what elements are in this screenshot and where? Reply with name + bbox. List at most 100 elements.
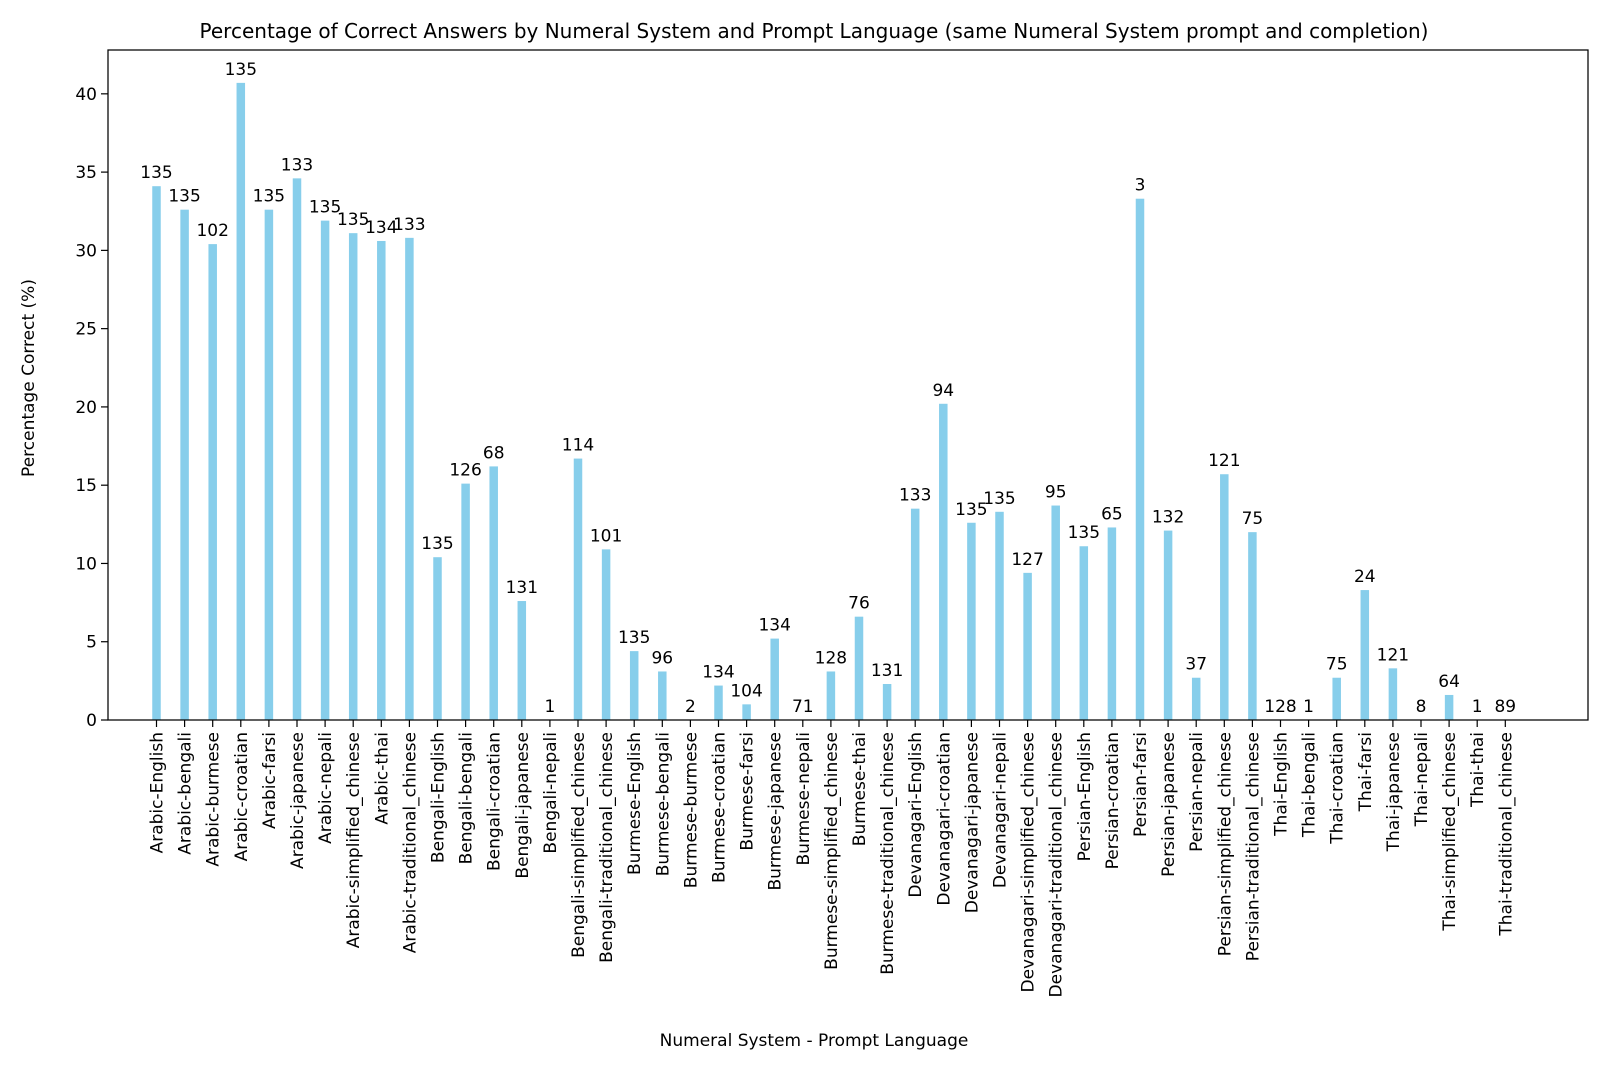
x-tick-label: Devanagari-nepali <box>991 732 1011 888</box>
bar-data-label: 101 <box>590 526 622 546</box>
bar-data-label: 8 <box>1416 697 1427 717</box>
bar-data-label: 135 <box>983 489 1015 509</box>
bar <box>1051 505 1060 720</box>
x-tick-label: Devanagari-simplified_chinese <box>1019 732 1039 993</box>
bar-data-label: 89 <box>1494 697 1516 717</box>
bar <box>742 704 751 720</box>
bar <box>320 220 330 720</box>
x-tick-label: Arabic-nepali <box>316 732 336 844</box>
bar <box>967 522 976 720</box>
x-tick-label: Thai-croatian <box>1328 732 1348 845</box>
bar-data-label: 132 <box>1152 508 1184 528</box>
bar <box>1388 668 1398 720</box>
bar <box>1079 546 1089 720</box>
bar <box>995 511 1004 720</box>
x-tick-label: Devanagari-English <box>906 732 926 898</box>
y-tick-label: 20 <box>75 398 97 418</box>
bar <box>939 403 948 720</box>
x-tick-label: Arabic-simplified_chinese <box>344 732 364 948</box>
bar <box>236 82 246 720</box>
x-tick-label: Burmese-bengali <box>653 732 673 876</box>
x-tick-label: Persian-English <box>1075 732 1095 861</box>
y-tick-label: 0 <box>86 711 97 731</box>
x-tick-label: Devanagari-croatian <box>934 732 954 906</box>
bar-data-label: 1 <box>544 697 555 717</box>
y-axis: 0 5 10 15 20 25 30 35 40 <box>75 85 108 731</box>
x-tick-label: Thai-farsi <box>1356 732 1376 812</box>
bar <box>1191 677 1201 720</box>
x-tick-label: Arabic-burmese <box>204 732 224 867</box>
bar <box>1332 677 1341 720</box>
bar <box>629 651 639 720</box>
x-tick-label: Persian-traditional_chinese <box>1243 732 1263 961</box>
x-tick-label: Persian-japanese <box>1159 732 1179 877</box>
bar-data-label: 121 <box>1377 645 1409 665</box>
bar <box>601 549 611 720</box>
bar <box>826 671 836 720</box>
bar-data-label: 131 <box>871 661 903 681</box>
bar-data-label: 134 <box>758 616 790 636</box>
x-tick-label: Thai-japanese <box>1384 732 1404 852</box>
x-tick-label: Burmese-traditional_chinese <box>878 732 898 975</box>
bar <box>1163 530 1173 720</box>
bar <box>377 240 386 720</box>
bar-data-label: 135 <box>140 163 172 183</box>
x-tick-label: Bengali-nepali <box>541 732 561 854</box>
x-tick-label: Bengali-bengali <box>457 732 477 864</box>
bar-data-label: 71 <box>792 697 814 717</box>
x-tick-label: Bengali-simplified_chinese <box>569 732 589 958</box>
bar-data-label: 102 <box>196 221 228 241</box>
bar-data-label: 75 <box>1242 509 1264 529</box>
bar <box>658 671 667 720</box>
bar <box>152 186 161 720</box>
bar-data-label: 135 <box>225 60 257 80</box>
bar-data-label: 121 <box>1208 451 1240 471</box>
x-tick-label: Bengali-traditional_chinese <box>597 732 617 963</box>
bar <box>854 616 864 720</box>
bar <box>1220 474 1229 720</box>
x-tick-label: Thai-simplified_chinese <box>1440 732 1460 932</box>
x-tick-label: Persian-nepali <box>1187 732 1207 852</box>
bar-data-label: 76 <box>848 594 870 614</box>
bar <box>1444 694 1454 720</box>
x-tick-label: Persian-croatian <box>1103 732 1123 869</box>
bar <box>770 638 779 720</box>
x-tick-label: Burmese-farsi <box>738 732 758 851</box>
x-tick-label: Bengali-japanese <box>513 732 533 879</box>
x-tick-label: Arabic-bengali <box>176 732 196 855</box>
bar <box>1135 198 1145 720</box>
bar-data-label: 104 <box>730 681 762 701</box>
bar-data-label: 96 <box>651 648 673 668</box>
x-tick-label: Burmese-burmese <box>681 732 701 888</box>
y-axis-label: Percentage Correct (%) <box>19 279 39 477</box>
bar-data-label: 135 <box>337 210 369 230</box>
bar <box>910 508 920 720</box>
y-tick-label: 40 <box>75 85 97 105</box>
bar-data-label: 75 <box>1326 655 1348 675</box>
x-tick-label: Arabic-croatian <box>232 732 252 861</box>
bar-data-label: 126 <box>449 461 481 481</box>
bar-data-label: 131 <box>506 578 538 598</box>
bar-data-label: 68 <box>483 443 505 463</box>
bar <box>489 466 498 720</box>
bar <box>1023 572 1032 720</box>
bar-data-label: 135 <box>253 187 285 207</box>
x-tick-label: Bengali-English <box>429 732 449 863</box>
x-tick-label: Arabic-farsi <box>260 732 280 829</box>
bar-data-label: 65 <box>1101 504 1123 524</box>
bar-data-label: 127 <box>1011 550 1043 570</box>
bar-data-label: 134 <box>365 218 397 238</box>
x-tick-label: Thai-English <box>1272 732 1292 837</box>
x-tick-label: Arabic-English <box>148 732 168 853</box>
x-tick-label: Thai-thai <box>1468 732 1488 808</box>
bar-data-labels: 1351351021351351331351351341331351266813… <box>140 60 1516 717</box>
x-axis: Arabic-English Arabic-bengali Arabic-burme… <box>148 720 1516 997</box>
y-tick-label: 35 <box>75 163 97 183</box>
bar-data-label: 2 <box>685 697 696 717</box>
x-tick-label: Burmese-English <box>625 732 645 875</box>
bar-data-label: 64 <box>1438 672 1460 692</box>
bar-data-label: 95 <box>1045 483 1067 503</box>
x-tick-label: Persian-farsi <box>1131 732 1151 837</box>
bar <box>348 233 358 720</box>
